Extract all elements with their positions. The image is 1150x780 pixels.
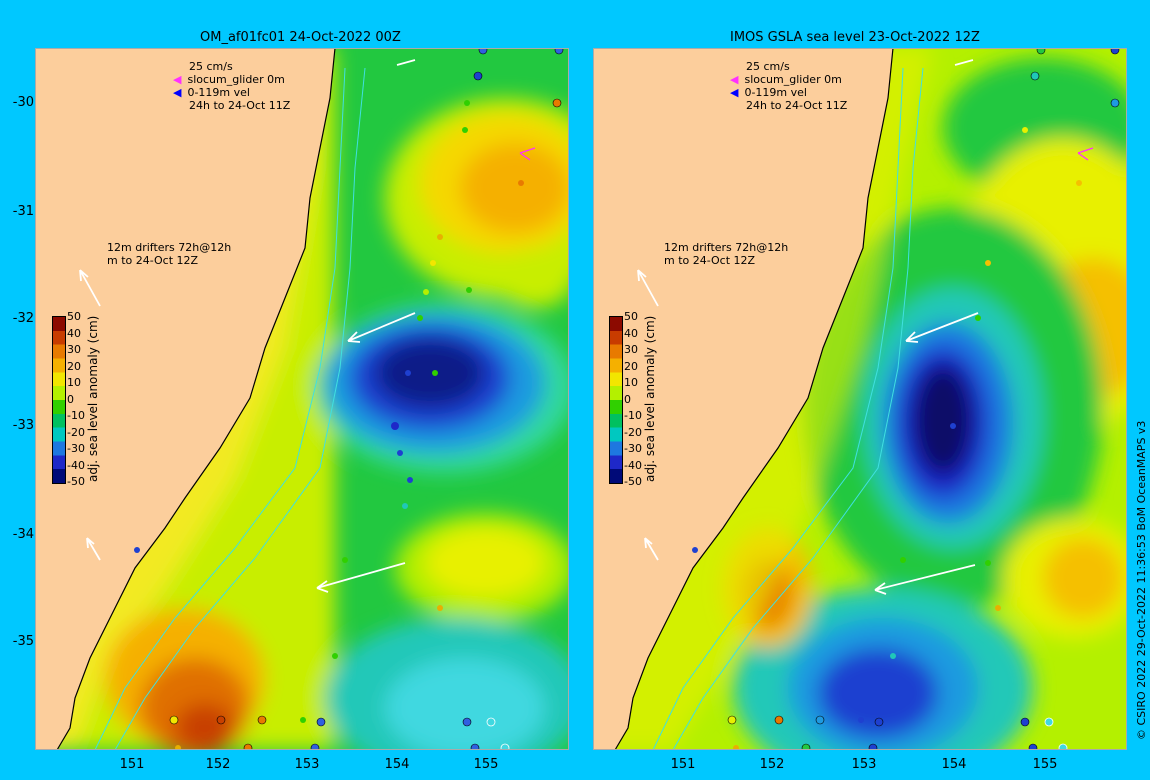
glider-legend-label: slocum_glider 0m — [744, 73, 842, 86]
colorbar-tick-label: 20 — [624, 359, 638, 373]
sea-level-field — [615, 48, 1127, 750]
isobath-line — [652, 67, 904, 750]
glider-markers — [1077, 147, 1094, 161]
right-panel-title: IMOS GSLA sea level 23-Oct-2022 12Z — [730, 30, 980, 45]
left-velocity-legend: 25 cm/s ◀ slocum_glider 0m ◀ 0-119m vel 24… — [173, 60, 290, 112]
colorbar-tick-label: -30 — [67, 442, 85, 455]
glider-legend-label: slocum_glider 0m — [187, 73, 285, 86]
drifter-legend-line1: 12m drifters 72h@12h — [107, 241, 232, 254]
coastline — [614, 48, 894, 750]
glider-markers — [519, 147, 536, 161]
glider-legend-row: ◀ slocum_glider 0m — [730, 73, 842, 86]
drifter-legend-line1: 12m drifters 72h@12h — [664, 241, 789, 254]
vel-legend-label: 0-119m vel — [744, 86, 807, 99]
y-tick-label: -35 — [12, 634, 34, 649]
colorbar-tick-label: -40 — [67, 458, 85, 472]
velocity-scale-label: 25 cm/s — [746, 60, 790, 73]
left-drifter-legend: 12m drifters 72h@12h m to 24-Oct 12Z — [107, 241, 231, 267]
colorbar-tick-label: -50 — [624, 475, 642, 488]
copyright-footer: © CSIRO 2022 29-Oct-2022 11:36:53 BoM Oc… — [1135, 420, 1148, 740]
y-tick-label: -32 — [12, 311, 34, 326]
x-tick-label: 153 — [851, 757, 877, 772]
colorbar-tick-label: 10 — [67, 376, 81, 389]
colorbar-tick-label: 30 — [67, 343, 81, 356]
y-tick-label: -30 — [12, 95, 34, 110]
colorbar-tick-label: 50 — [67, 310, 81, 323]
colorbar-tick-label: -50 — [67, 475, 85, 488]
vel-legend-row: ◀ 0-119m vel — [173, 86, 250, 99]
x-tick-label: 152 — [205, 757, 231, 772]
drifter-dots — [692, 48, 1120, 750]
y-tick-label: -34 — [12, 527, 34, 542]
colorbar-tick-label: 30 — [624, 343, 638, 356]
colorbar-tick-label: -20 — [624, 425, 642, 439]
isobath-line — [114, 67, 366, 750]
colorbar-title: adj. sea level anomaly (cm) — [643, 315, 657, 482]
right-drifter-legend: 12m drifters 72h@12h m to 24-Oct 12Z — [664, 241, 788, 267]
coastline — [56, 48, 336, 750]
x-tick-label: 153 — [294, 757, 320, 772]
y-tick-label: -31 — [12, 204, 34, 219]
period-label: 24h to 24-Oct 11Z — [189, 99, 291, 112]
left-colorbar — [52, 316, 66, 484]
colorbar-tick-label: 0 — [67, 392, 74, 406]
x-tick-label: 151 — [119, 757, 145, 772]
vel-legend-row: ◀ 0-119m vel — [730, 86, 807, 99]
drifter-dots — [134, 48, 564, 750]
colorbar-tick-label: -10 — [624, 409, 642, 422]
colorbar-tick-label: -20 — [67, 425, 85, 439]
right-map[interactable] — [593, 48, 1127, 750]
colorbar-tick-label: -40 — [624, 458, 642, 472]
drifter-legend-line2: m to 24-Oct 12Z — [664, 254, 756, 267]
left-panel-title: OM_af01fc01 24-Oct-2022 00Z — [200, 30, 401, 45]
velocity-arrows — [79, 59, 416, 593]
colorbar-tick-label: -30 — [624, 442, 642, 455]
x-tick-label: 155 — [473, 757, 499, 772]
left-map[interactable] — [35, 48, 569, 750]
velocity-scale-label: 25 cm/s — [189, 60, 233, 73]
glider-legend-row: ◀ slocum_glider 0m — [173, 73, 285, 86]
velocity-arrows — [637, 59, 979, 595]
right-velocity-legend: 25 cm/s ◀ slocum_glider 0m ◀ 0-119m vel 24… — [730, 60, 847, 112]
y-tick-label: -33 — [12, 418, 34, 433]
colorbar-tick-label: 50 — [624, 310, 638, 323]
x-tick-label: 151 — [670, 757, 696, 772]
colorbar-tick-label: 40 — [624, 326, 638, 340]
colorbar-tick-label: 10 — [624, 376, 638, 389]
drifter-legend-line2: m to 24-Oct 12Z — [107, 254, 199, 267]
isobath-line — [94, 67, 346, 750]
colorbar-tick-label: 0 — [624, 392, 631, 406]
x-tick-label: 152 — [759, 757, 785, 772]
colorbar-tick-label: -10 — [67, 409, 85, 422]
colorbar-title: adj. sea level anomaly (cm) — [86, 315, 100, 482]
x-tick-label: 154 — [941, 757, 967, 772]
period-label: 24h to 24-Oct 11Z — [746, 99, 848, 112]
x-tick-label: 154 — [384, 757, 410, 772]
x-tick-label: 155 — [1032, 757, 1058, 772]
colorbar-tick-label: 20 — [67, 359, 81, 373]
isobath-line — [672, 67, 924, 750]
colorbar-tick-label: 40 — [67, 326, 81, 340]
vel-legend-label: 0-119m vel — [187, 86, 250, 99]
right-colorbar — [609, 316, 623, 484]
